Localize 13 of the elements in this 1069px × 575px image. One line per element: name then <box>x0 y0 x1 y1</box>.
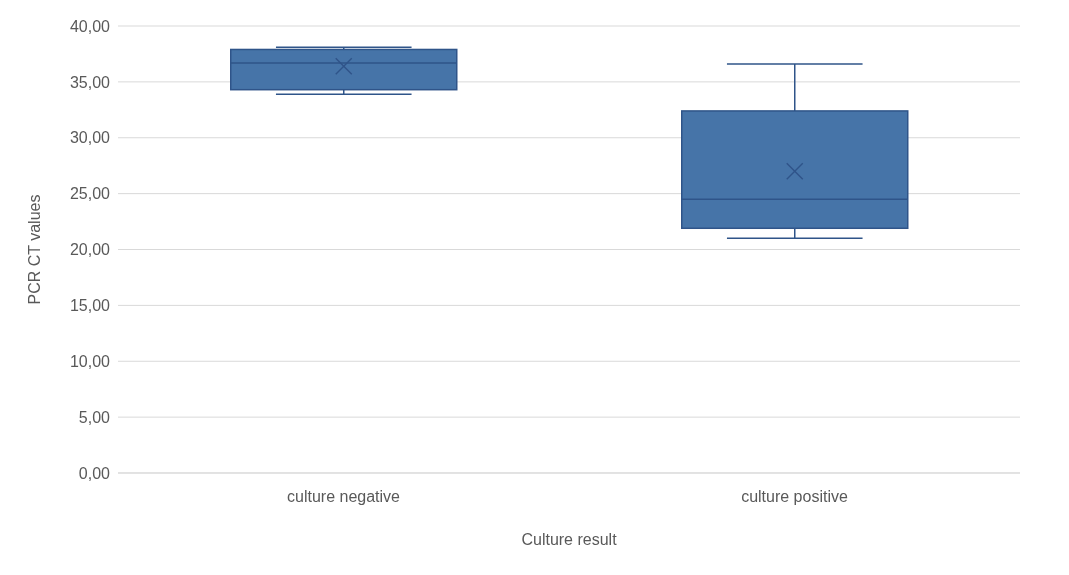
y-tick-label: 20,00 <box>69 241 111 259</box>
y-tick-label: 15,00 <box>69 297 111 315</box>
x-tick-label: culture negative <box>287 488 401 506</box>
y-tick-label: 40,00 <box>69 17 111 35</box>
y-tick-label: 10,00 <box>69 352 111 370</box>
y-tick-label: 25,00 <box>69 185 111 203</box>
y-tick-label: 0,00 <box>78 464 111 482</box>
x-tick-label: culture positive <box>741 488 848 506</box>
x-axis-title: Culture result <box>521 531 618 548</box>
y-tick-label: 5,00 <box>78 408 111 426</box>
y-axis-title: PCR CT values <box>25 194 43 305</box>
y-tick-label: 30,00 <box>69 129 111 147</box>
y-tick-label: 35,00 <box>69 73 111 91</box>
